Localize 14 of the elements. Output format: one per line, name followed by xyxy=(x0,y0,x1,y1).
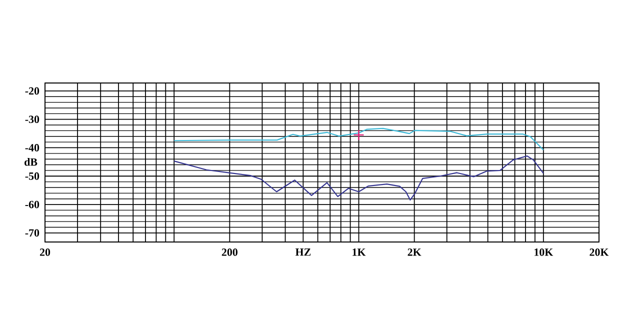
y-tick-label: -60 xyxy=(25,200,40,208)
y-tick-label: -70 xyxy=(25,229,40,237)
x-tick-label: 1K xyxy=(352,248,366,256)
x-tick-label: 20K xyxy=(590,248,609,256)
x-tick-label: 200 xyxy=(222,248,238,256)
y-axis-title: dB xyxy=(24,158,38,166)
x-tick-label: 20 xyxy=(40,248,50,256)
x-tick-label: 10K xyxy=(534,248,554,256)
y-tick-label: -40 xyxy=(25,144,40,152)
y-tick-label: -50 xyxy=(25,172,40,180)
x-axis-title: HZ xyxy=(295,248,311,256)
x-tick-label: 2K xyxy=(408,248,422,256)
y-tick-label: -20 xyxy=(25,87,40,95)
y-tick-label: -30 xyxy=(25,116,40,124)
